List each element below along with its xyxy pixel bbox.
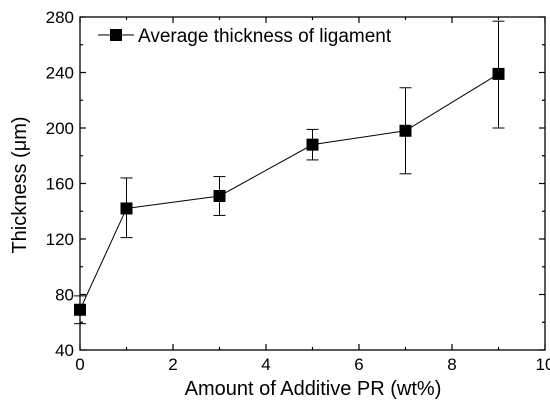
series-layer xyxy=(74,20,505,325)
legend-label: Average thickness of ligament xyxy=(138,26,392,47)
x-tick-label: 6 xyxy=(354,355,363,374)
data-point-square xyxy=(492,67,505,80)
y-tick-label: 240 xyxy=(46,64,74,83)
series-line xyxy=(79,73,499,310)
data-point-square xyxy=(120,202,133,215)
x-tick-label: 2 xyxy=(168,355,177,374)
x-tick-label: 10 xyxy=(536,355,550,374)
y-tick-label: 280 xyxy=(46,8,74,27)
x-tick-label: 4 xyxy=(261,355,270,374)
data-point-square xyxy=(74,303,86,316)
data-point-square xyxy=(399,124,412,137)
x-tick-label: 0 xyxy=(75,355,84,374)
y-tick-label: 160 xyxy=(46,175,74,194)
axis-ticks: 0 2 4 6 8 10 40 80 120 160 200 240 280 xyxy=(46,8,550,374)
x-tick-label: 8 xyxy=(447,355,456,374)
plot-axes xyxy=(79,16,546,351)
y-tick-label: 80 xyxy=(55,286,74,305)
y-tick-label: 40 xyxy=(55,341,74,360)
legend: Average thickness of ligament xyxy=(98,26,392,47)
y-tick-label: 200 xyxy=(46,119,74,138)
legend-marker-square xyxy=(110,29,122,41)
data-point-square xyxy=(213,189,226,202)
data-point-square xyxy=(306,138,319,151)
plot-frame xyxy=(79,16,546,351)
x-axis-title: Amount of Additive PR (wt%) xyxy=(185,378,442,400)
y-axis-title: Thickness (μm) xyxy=(9,116,31,253)
y-tick-label: 120 xyxy=(46,230,74,249)
